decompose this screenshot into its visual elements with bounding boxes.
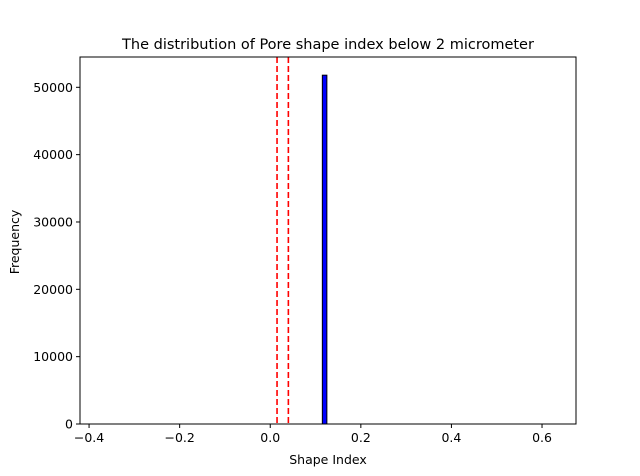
x-axis-label: Shape Index [289,452,367,467]
y-axis-label: Frequency [7,209,22,274]
x-tick-label: −0.4 [74,430,104,445]
y-tick-label: 0 [65,417,73,432]
histogram-bar-0 [321,74,328,425]
y-tick-label: 30000 [33,214,73,229]
plot-area: −0.4 −0.2 0.0 0.2 0.4 0.6 0 10000 20000 30000 4000… [33,56,577,445]
y-tick-label: 40000 [33,147,73,162]
x-tick-label: 0.0 [260,430,280,445]
x-tick-label: 0.2 [351,430,371,445]
x-tick-label: −0.2 [164,430,194,445]
y-tick-label: 10000 [33,349,73,364]
y-tick-label: 50000 [33,80,73,95]
axes-frame [79,56,577,425]
x-tick-label: 0.4 [441,430,461,445]
y-tick-label: 20000 [33,282,73,297]
x-tick-label: 0.6 [532,430,552,445]
chart-title: The distribution of Pore shape index bel… [121,37,534,53]
